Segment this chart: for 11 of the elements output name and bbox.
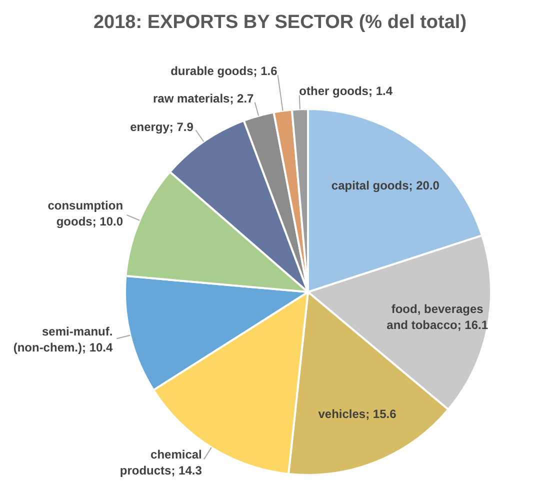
slice-label: durable goods; 1.6: [170, 64, 278, 78]
slice-label: capital goods; 20.0: [331, 178, 440, 192]
slice-label: energy; 7.9: [130, 120, 194, 134]
slice-label: other goods; 1.4: [299, 84, 393, 98]
slice-label: consumption goods; 10.0: [48, 198, 124, 228]
slice-label: chemical products; 14.3: [120, 448, 202, 478]
slice-label: semi-manuf. (non-chem.); 10.4: [13, 324, 114, 355]
slice-label: raw materials; 2.7: [153, 91, 254, 106]
slice-label: food, beverages and tobacco; 16.1: [386, 302, 488, 332]
slice-label: vehicles; 15.6: [318, 407, 397, 422]
chart-title: 2018: EXPORTS BY SECTOR (% del total): [93, 12, 467, 33]
